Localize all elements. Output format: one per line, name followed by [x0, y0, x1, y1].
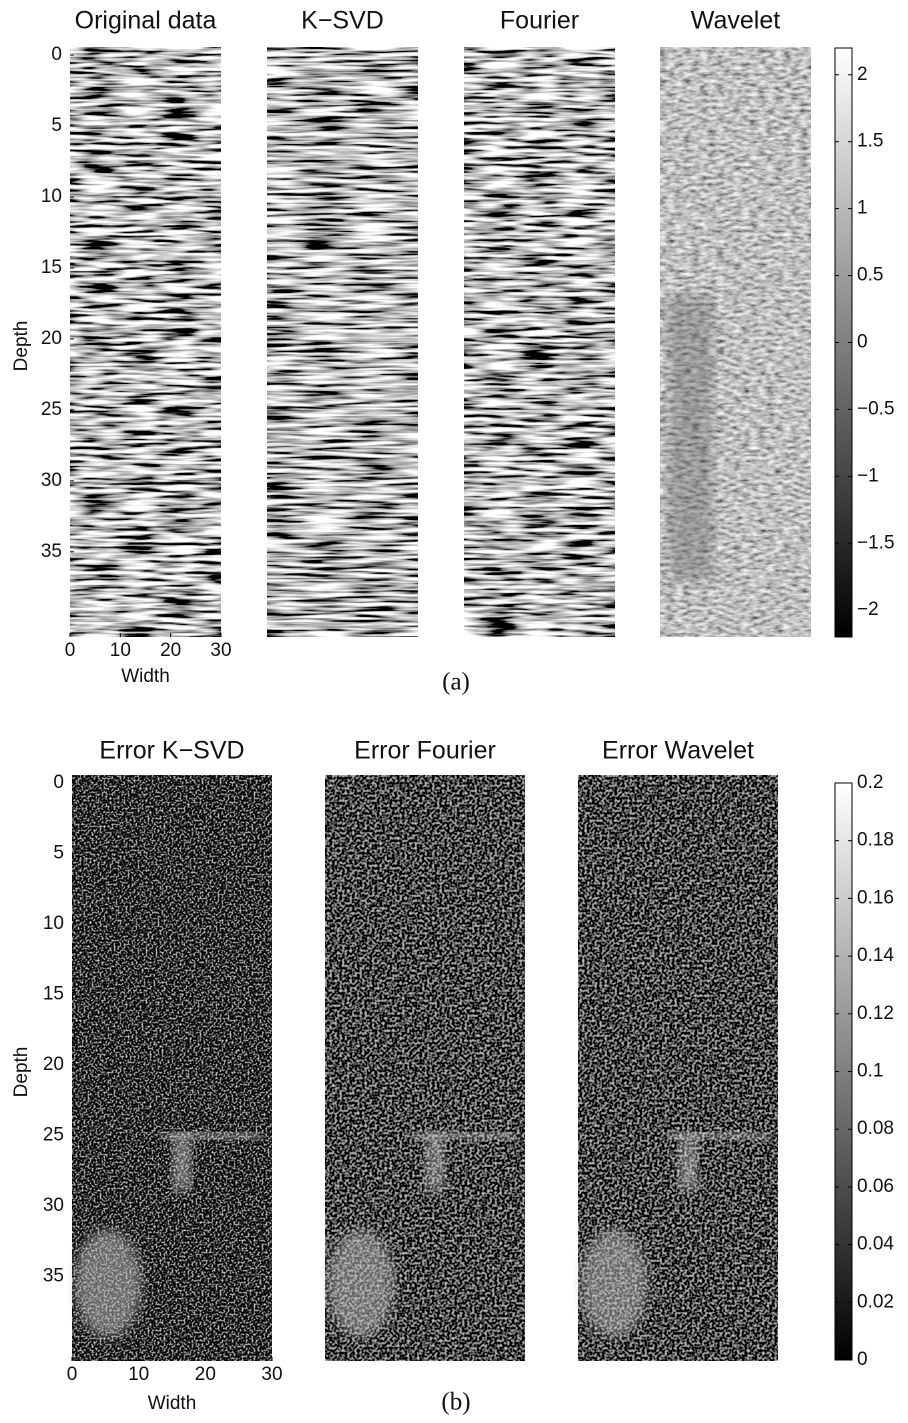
image [267, 47, 418, 637]
y-tick-label: 20 [41, 328, 62, 349]
colorbar-tick-label: 0.1 [857, 1061, 883, 1082]
image [464, 47, 615, 637]
colorbar-tick-label: 0.14 [857, 945, 894, 966]
y-tick-label: 35 [43, 1265, 64, 1286]
y-tick-label: 0 [51, 44, 62, 65]
colorbar-tick-label: −1 [857, 465, 879, 486]
y-tick-label: 0 [53, 772, 64, 793]
image-panel [267, 47, 418, 637]
panel-title: Error K−SVD [99, 737, 244, 765]
colorbar-tick-label: 0 [857, 1349, 868, 1370]
bright-band [162, 1132, 262, 1140]
y-tick-label: 30 [43, 1195, 64, 1216]
panel-title: Error Wavelet [602, 737, 754, 765]
y-tick-label: 5 [53, 843, 64, 864]
y-tick-label: 5 [51, 115, 62, 136]
image-panel [578, 775, 778, 1361]
colorbar-tick-label: 1 [857, 198, 868, 219]
colorbar-tick-label: −1.5 [857, 532, 895, 553]
colorbar-tick-label: 0.16 [857, 887, 894, 908]
image-panel [325, 775, 525, 1361]
colorbar-tick-label: −0.5 [857, 398, 895, 419]
colorbar-tick-label: 0.08 [857, 1118, 894, 1139]
x-tick-label: 20 [160, 640, 181, 661]
y-tick-label: 20 [43, 1054, 64, 1075]
x-axis-label: Width [148, 1393, 197, 1414]
colorbar-tick-label: 1.5 [857, 131, 883, 152]
y-tick-label: 10 [43, 913, 64, 934]
colorbar-tick-label: 0.12 [857, 1003, 894, 1024]
colorbar-tick-label: 0.02 [857, 1291, 894, 1312]
x-tick-label: 10 [128, 1364, 149, 1385]
x-tick-label: 10 [110, 640, 131, 661]
panel-title: Wavelet [691, 7, 780, 35]
y-axis-label: Depth [11, 321, 32, 372]
bright-region [327, 1229, 395, 1338]
dark-region [668, 296, 714, 581]
bright-region [580, 1229, 648, 1338]
x-tick-label: 0 [65, 640, 76, 661]
bright-band [415, 1132, 515, 1140]
image-panel [464, 47, 615, 637]
bright-stem [425, 1135, 445, 1192]
colorbar-tick-label: 0.18 [857, 830, 894, 851]
bright-region [74, 1229, 142, 1338]
figure-label: (a) [442, 669, 470, 696]
x-tick-label: 20 [195, 1364, 216, 1385]
figure-label: (b) [441, 1389, 470, 1416]
y-tick-label: 30 [41, 470, 62, 491]
y-tick-label: 35 [41, 541, 62, 562]
image-panel [72, 775, 272, 1361]
image-panel [660, 47, 811, 637]
y-axis-label: Depth [11, 1047, 32, 1098]
bright-band [668, 1132, 768, 1140]
y-tick-label: 25 [41, 399, 62, 420]
y-tick-label: 15 [43, 983, 64, 1004]
colorbar-tick-label: 0.04 [857, 1234, 894, 1255]
y-tick-label: 15 [41, 257, 62, 278]
colorbar-tick-label: 2 [857, 64, 868, 85]
bright-stem [678, 1135, 698, 1192]
panel-title: Fourier [500, 7, 579, 35]
y-tick-label: 10 [41, 186, 62, 207]
y-tick-label: 25 [43, 1124, 64, 1145]
bright-stem [172, 1135, 192, 1192]
x-tick-label: 0 [67, 1364, 78, 1385]
colorbar-tick-label: 0 [857, 332, 868, 353]
panel-title: Error Fourier [354, 737, 496, 765]
colorbar-tick-label: 0.2 [857, 772, 883, 793]
panel-title: Original data [75, 7, 217, 35]
colorbar-tick-label: −2 [857, 599, 879, 620]
panel-title: K−SVD [301, 7, 384, 35]
x-axis-label: Width [121, 666, 170, 687]
x-tick-label: 30 [210, 640, 231, 661]
colorbar-tick-label: 0.5 [857, 265, 883, 286]
image-panel [70, 47, 221, 637]
image [70, 47, 221, 637]
x-tick-label: 30 [261, 1364, 282, 1385]
colorbar-tick-label: 0.06 [857, 1176, 894, 1197]
